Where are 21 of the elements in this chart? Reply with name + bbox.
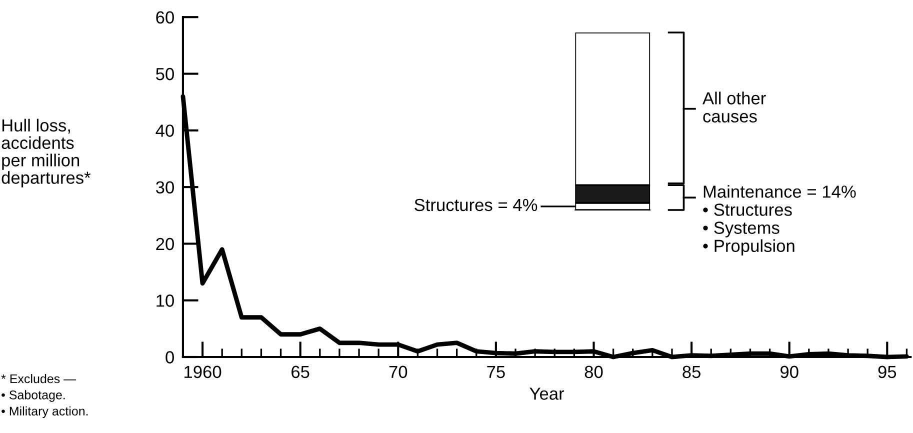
annotation: Maintenance = 14% • Structures • Systems • Propulsion xyxy=(703,185,856,256)
y-tick-label: 50 xyxy=(156,68,174,80)
x-tick-label: 95 xyxy=(878,366,896,378)
x-axis-title: Year xyxy=(530,388,564,400)
text: * Excludes — • Sabotage. • Military action. xyxy=(1,374,88,418)
y-tick-label: 20 xyxy=(156,238,174,250)
x-tick-label: 75 xyxy=(487,366,505,378)
x-tick-label: 85 xyxy=(682,366,700,378)
x-tick-label: 65 xyxy=(292,366,310,378)
x-tick-label: 80 xyxy=(584,366,603,378)
y-axis-title: Hull loss, accidents per million departures* xyxy=(2,118,91,188)
y-tick-label: 10 xyxy=(156,294,174,307)
y-tick-label: 30 xyxy=(156,181,174,194)
y-tick-label: 40 xyxy=(156,124,174,137)
x-tick-label: 1960 xyxy=(184,366,222,378)
y-tick-label: 0 xyxy=(166,351,174,364)
annotation: All other causes xyxy=(702,92,766,123)
x-tick-label: 90 xyxy=(780,366,798,378)
annotation: Structures = 4% xyxy=(414,198,538,212)
x-tick-label: 70 xyxy=(389,366,408,378)
y-tick-label: 60 xyxy=(156,11,174,24)
